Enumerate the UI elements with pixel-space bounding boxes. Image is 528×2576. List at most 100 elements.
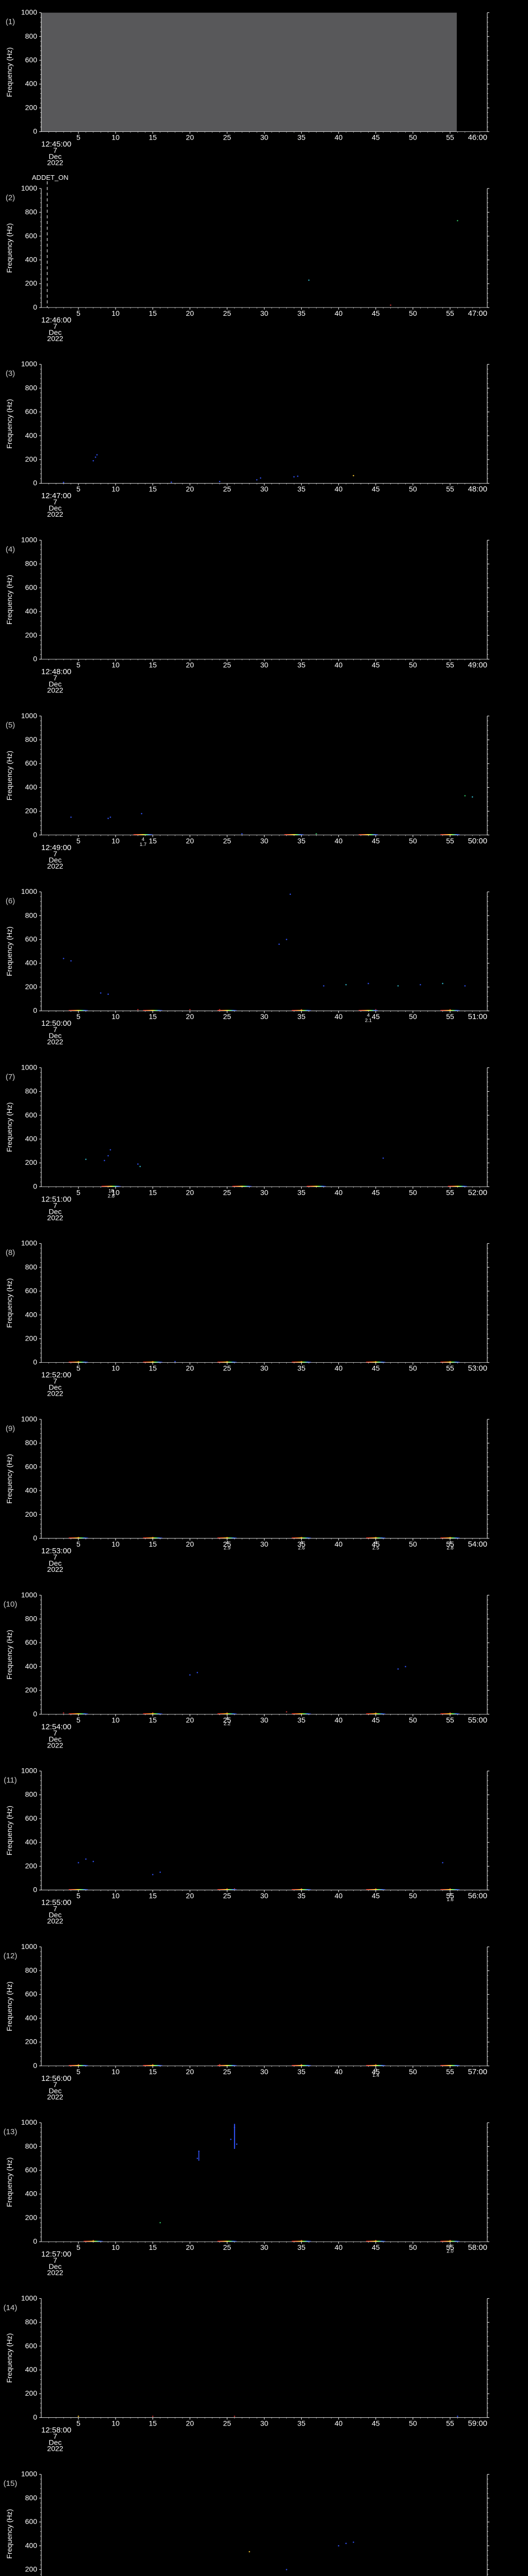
- svg-text:40: 40: [335, 2419, 343, 2427]
- svg-text:200: 200: [25, 631, 38, 639]
- svg-text:30: 30: [260, 1188, 269, 1196]
- svg-text:58:00: 58:00: [468, 2243, 487, 2252]
- svg-text:15: 15: [148, 1540, 157, 1548]
- svg-text:45: 45: [372, 2067, 380, 2076]
- svg-text:55: 55: [446, 837, 454, 845]
- svg-text:(2): (2): [6, 193, 15, 202]
- svg-text:1000: 1000: [21, 535, 37, 544]
- svg-text:40: 40: [335, 133, 343, 142]
- svg-text:5: 5: [76, 837, 80, 845]
- svg-text:400: 400: [25, 255, 38, 263]
- svg-text:54:00: 54:00: [468, 1540, 487, 1549]
- svg-text:20: 20: [186, 1540, 194, 1548]
- svg-text:55: 55: [446, 2243, 454, 2251]
- svg-text:Frequency (Hz): Frequency (Hz): [5, 1806, 13, 1855]
- svg-text:45: 45: [372, 1364, 380, 1372]
- svg-text:50: 50: [409, 1012, 417, 1021]
- svg-text:55: 55: [446, 2067, 454, 2076]
- svg-text:2022: 2022: [47, 1213, 63, 1222]
- svg-text:52:00: 52:00: [468, 1188, 487, 1197]
- svg-text:30: 30: [260, 2243, 269, 2251]
- svg-text:1000: 1000: [21, 887, 37, 895]
- svg-text:200: 200: [25, 103, 38, 111]
- svg-text:600: 600: [25, 1990, 38, 1998]
- svg-text:35: 35: [298, 309, 306, 317]
- svg-text:600: 600: [25, 583, 38, 591]
- svg-text:Frequency (Hz): Frequency (Hz): [5, 751, 13, 800]
- svg-text:Frequency (Hz): Frequency (Hz): [5, 1278, 13, 1328]
- svg-text:ADDET_ON: ADDET_ON: [32, 174, 69, 181]
- svg-text:50: 50: [409, 2243, 417, 2251]
- svg-text:(14): (14): [4, 2303, 18, 2312]
- svg-text:2022: 2022: [47, 2093, 63, 2101]
- svg-text:35: 35: [298, 485, 306, 493]
- svg-text:40: 40: [335, 485, 343, 493]
- svg-text:20: 20: [186, 309, 194, 317]
- svg-text:1000: 1000: [21, 2294, 37, 2302]
- svg-text:Frequency (Hz): Frequency (Hz): [5, 2509, 13, 2558]
- svg-text:50: 50: [409, 1188, 417, 1196]
- svg-text:30: 30: [260, 1892, 269, 1900]
- svg-text:55: 55: [446, 1540, 454, 1548]
- svg-text:800: 800: [25, 208, 38, 216]
- svg-text:30: 30: [260, 1540, 269, 1548]
- svg-text:200: 200: [25, 807, 38, 815]
- svg-text:0: 0: [33, 127, 37, 135]
- svg-text:Frequency (Hz): Frequency (Hz): [5, 575, 13, 624]
- svg-text:15: 15: [148, 1892, 157, 1900]
- svg-text:5: 5: [76, 133, 80, 142]
- svg-text:(12): (12): [4, 1952, 18, 1960]
- svg-text:30: 30: [260, 2419, 269, 2427]
- svg-text:20: 20: [186, 1892, 194, 1900]
- svg-text:45: 45: [372, 1012, 380, 1021]
- svg-text:20: 20: [186, 2419, 194, 2427]
- svg-text:51:00: 51:00: [468, 1012, 487, 1021]
- svg-text:25: 25: [223, 2243, 232, 2251]
- svg-text:5: 5: [76, 1892, 80, 1900]
- svg-text:400: 400: [25, 2190, 38, 2198]
- svg-text:800: 800: [25, 1790, 38, 1799]
- svg-text:25: 25: [223, 837, 232, 845]
- svg-text:30: 30: [260, 1012, 269, 1021]
- svg-text:(5): (5): [6, 721, 15, 730]
- svg-text:30: 30: [260, 837, 269, 845]
- svg-text:55: 55: [446, 660, 454, 669]
- svg-text:10: 10: [111, 2419, 120, 2427]
- svg-text:20: 20: [186, 2067, 194, 2076]
- svg-text:0: 0: [33, 1886, 37, 1894]
- svg-text:49:00: 49:00: [468, 660, 487, 669]
- svg-text:800: 800: [25, 735, 38, 743]
- svg-text:(11): (11): [4, 1776, 17, 1785]
- svg-text:600: 600: [25, 1286, 38, 1295]
- svg-text:50:00: 50:00: [468, 837, 487, 845]
- svg-text:35: 35: [298, 1012, 306, 1021]
- svg-text:400: 400: [25, 1662, 38, 1670]
- svg-text:600: 600: [25, 231, 38, 240]
- svg-text:400: 400: [25, 1310, 38, 1318]
- svg-text:45: 45: [372, 133, 380, 142]
- svg-text:50: 50: [409, 837, 417, 845]
- svg-text:50: 50: [409, 309, 417, 317]
- svg-text:(3): (3): [6, 369, 15, 378]
- svg-text:35: 35: [298, 2419, 306, 2427]
- svg-text:0: 0: [33, 831, 37, 839]
- svg-text:200: 200: [25, 279, 38, 287]
- svg-text:5: 5: [76, 485, 80, 493]
- svg-text:400: 400: [25, 1134, 38, 1143]
- svg-text:45: 45: [372, 1188, 380, 1196]
- svg-text:55: 55: [446, 133, 454, 142]
- svg-text:2022: 2022: [47, 686, 63, 694]
- svg-text:25: 25: [223, 485, 232, 493]
- svg-text:(13): (13): [4, 2128, 18, 2137]
- svg-text:(15): (15): [4, 2479, 18, 2488]
- svg-text:10: 10: [111, 2243, 120, 2251]
- svg-text:600: 600: [25, 2517, 38, 2526]
- svg-text:400: 400: [25, 959, 38, 967]
- svg-text:25: 25: [223, 660, 232, 669]
- svg-text:50: 50: [409, 485, 417, 493]
- svg-text:45: 45: [372, 2419, 380, 2427]
- svg-text:55: 55: [446, 1364, 454, 1372]
- svg-text:10: 10: [111, 485, 120, 493]
- svg-text:5: 5: [76, 1012, 80, 1021]
- svg-text:30: 30: [260, 2067, 269, 2076]
